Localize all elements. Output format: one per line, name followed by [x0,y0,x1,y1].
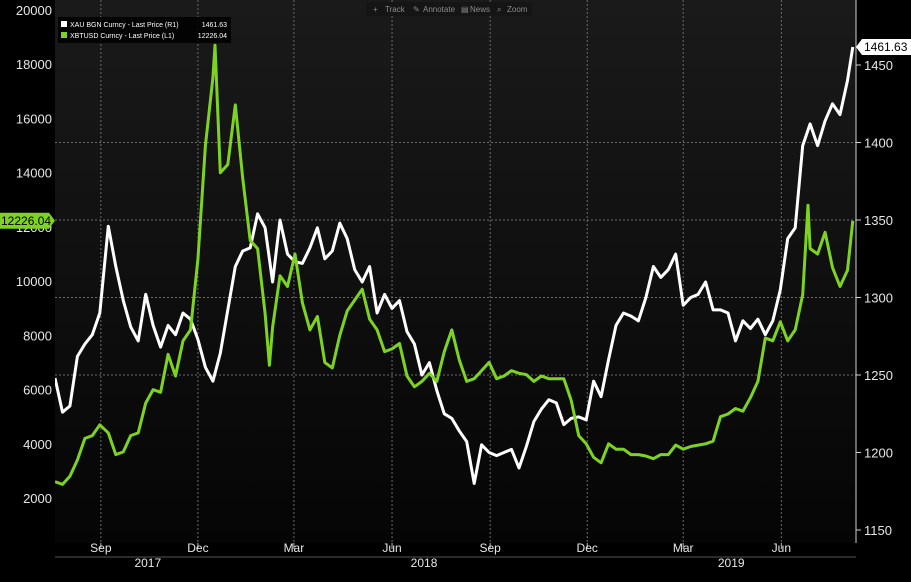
track-label: Track [385,5,406,14]
left-tick-label: 8000 [23,328,52,343]
chart-toolbar: + Track ✎ Annotate ▤ News ⌕ Zoom [366,2,532,16]
right-tick-label: 1150 [864,523,892,538]
left-tick-label: 20000 [16,3,52,18]
x-month-label: Jun [382,541,401,555]
x-month-label: Jun [772,541,791,555]
right-axis-ticks: 1150 1200 1250 1300 1350 1400 1450 [856,58,893,538]
legend-swatch-gold [61,21,67,27]
series-line-bitcoin [55,43,855,486]
right-tick-label: 1400 [864,136,893,151]
right-tick-label: 1450 [864,58,893,73]
plot-area [55,0,856,543]
left-tick-label: 14000 [16,166,52,181]
pencil-icon: ✎ [413,5,420,14]
last-price-callout-bitcoin: 12226.04 [0,212,55,229]
left-tick-label: 16000 [16,111,52,126]
news-label: News [470,5,490,14]
magnifier-icon: ⌕ [497,5,501,14]
annotate-label: Annotate [423,5,456,14]
x-year-label: 2019 [718,556,745,570]
annotate-button[interactable]: ✎ Annotate [413,5,456,14]
plus-icon: + [373,5,378,14]
right-tick-label: 1300 [864,291,893,306]
chart-legend: XAU BGN Curncy - Last Price (R1) 1461.63… [58,17,231,43]
x-year-label: 2017 [134,556,161,570]
zoom-label: Zoom [507,5,528,14]
news-icon: ▤ [461,5,469,14]
left-tick-label: 6000 [23,383,52,398]
x-month-label: Dec [577,541,598,555]
track-button[interactable]: + Track [373,5,406,14]
zoom-button[interactable]: ⌕ Zoom [497,5,528,14]
left-tick-label: 4000 [23,437,52,452]
legend-swatch-bitcoin [61,32,67,38]
left-tick-label: 18000 [16,57,52,72]
last-price-callout-gold: 1461.63 [856,38,911,55]
x-month-label: Sep [479,541,501,555]
x-month-label: Mar [284,541,305,555]
legend-value-bitcoin: 12226.04 [198,33,227,40]
right-tick-label: 1200 [864,446,893,461]
series-line-gold [55,46,855,485]
legend-label-bitcoin: XBTUSD Curncy - Last Price (L1) [70,33,174,40]
x-month-label: Mar [673,541,694,555]
x-year-label: 2018 [411,556,438,570]
news-button[interactable]: ▤ News [461,5,490,14]
right-tick-label: 1350 [864,213,893,228]
last-price-bitcoin: 12226.04 [1,214,51,228]
left-axis: 2000400060008000100001200014000160001800… [16,3,52,506]
x-month-label: Dec [187,541,208,555]
left-tick-label: 2000 [23,491,52,506]
right-tick-label: 1250 [864,368,893,383]
legend-label-gold: XAU BGN Curncy - Last Price (R1) [70,22,179,29]
x-axis: Sep Dec Mar Jun Sep Dec Mar Jun 2017 2018 2019 [55,541,856,570]
x-month-label: Sep [90,541,112,555]
last-price-gold: 1461.63 [864,40,908,54]
left-tick-label: 10000 [16,274,52,289]
legend-value-gold: 1461.63 [202,22,227,29]
